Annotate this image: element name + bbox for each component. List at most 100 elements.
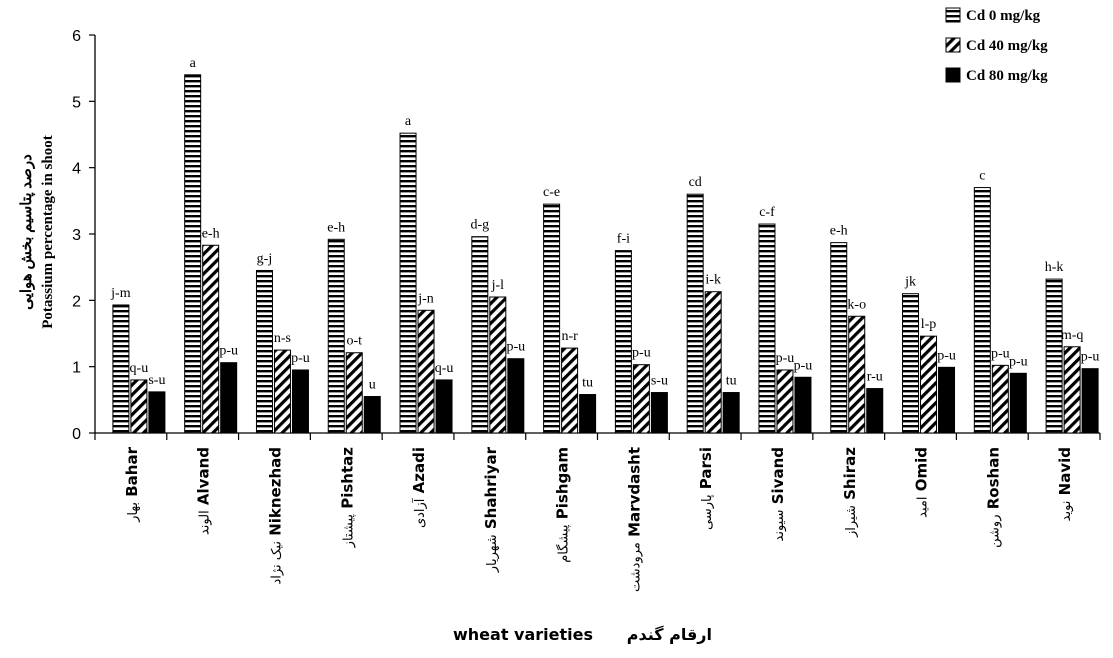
bar-significance-label: o-t [346,334,362,349]
bar-niknezhad-series-2 [273,349,291,434]
category-name-en: Shahriyar [482,446,500,529]
y-tick-label: 5 [72,94,81,111]
bar-significance-label: p-u [794,358,813,373]
bar-significance-label: p-u [291,351,310,366]
bar-bahar-series-1 [112,304,130,434]
y-axis-title-fa: درصد پتاسیم بخش هوایی [19,154,36,310]
bar-marvdasht-series-3 [650,392,668,434]
bar-parsi-series-3 [722,392,740,434]
bar-significance-label: k-o [847,297,866,312]
y-tick-label: 1 [72,360,81,377]
bar-alvand-series-3 [220,362,238,434]
x-category-label: پیشگام Pishgam [554,447,572,563]
bar-pishgam-series-1 [543,203,561,434]
bar-omid-series-1 [902,293,920,434]
bar-significance-label: j-m [110,286,131,301]
bar-significance-label: p-u [1009,354,1028,369]
bar-shahriyar-series-2 [489,296,507,434]
bar-niknezhad-series-1 [255,269,273,434]
y-tick-label: 6 [72,28,81,45]
legend-label-series-3: Cd 80 mg/kg [966,68,1048,84]
bar-pishtaz-series-1 [327,238,345,434]
x-category-label: شیراز Shiraz [841,447,859,538]
bar-alvand-series-2 [202,244,220,434]
category-name-fa: امید [916,497,931,518]
bar-significance-label: p-u [991,346,1010,361]
bar-navid-series-3 [1081,368,1099,434]
x-category-label: شهریار Shahriyar [482,446,500,573]
x-category-label: پیشتاز Pishtaz [338,447,356,549]
x-category-label: نیک نژاد Niknezhad [266,447,284,585]
y-tick-label: 0 [72,426,81,443]
bar-roshan-series-2 [991,364,1009,434]
category-name-en: Azadi [410,447,428,493]
category-name-fa: نوید [1059,501,1074,522]
bar-shiraz-series-1 [830,242,848,434]
bar-significance-label: p-u [776,351,795,366]
bar-significance-label: e-h [202,226,220,241]
bar-bahar-series-3 [148,391,166,434]
bar-significance-label: p-u [506,340,525,355]
category-name-en: Roshan [984,447,1002,509]
bar-significance-label: cd [689,175,702,190]
bar-significance-label: q-u [130,361,149,376]
x-category-label: بهار Bahar [123,446,141,522]
bar-sivand-series-3 [794,376,812,434]
bar-significance-label: d-g [470,218,489,233]
category-name-en: Bahar [123,446,141,496]
bar-significance-label: tu [582,376,593,391]
bar-significance-label: tu [726,374,737,389]
category-name-fa: الوند [198,510,213,535]
bar-navid-series-1 [1045,278,1063,434]
y-tick-label: 4 [72,161,81,178]
bar-pishtaz-series-2 [345,352,363,434]
bar-significance-label: s-u [651,374,668,389]
bar-sivand-series-2 [776,369,794,434]
bar-significance-label: c-e [543,185,560,200]
bar-significance-label: r-u [867,370,883,385]
x-axis-title: wheat varieties [453,625,593,644]
bar-navid-series-2 [1063,346,1081,434]
category-name-fa: روشن [987,515,1002,548]
category-name-fa: سیوند [772,510,787,542]
x-axis-title-fa: ارقام گندم [627,625,712,644]
bar-shahriyar-series-3 [507,358,525,434]
category-name-en: Sivand [769,447,787,504]
x-category-label: سیوند Sivand [769,447,787,541]
bar-pishgam-series-2 [561,347,579,434]
category-name-en: Marvdasht [625,447,643,537]
y-tick-label: 3 [72,227,81,244]
category-name-en: Pishtaz [338,447,356,509]
bar-significance-label: g-j [257,251,273,266]
category-name-fa: شیراز [844,505,859,538]
bar-significance-label: h-k [1045,260,1064,275]
bar-sivand-series-1 [758,223,776,434]
category-name-fa: پیشتاز [341,514,356,549]
bar-significance-label: e-h [327,220,345,235]
bar-significance-label: p-u [1081,350,1100,365]
bar-roshan-series-1 [973,187,991,434]
bar-significance-label: j-l [491,278,505,293]
x-category-label: امید Omid [913,447,931,518]
bar-significance-label: f-i [617,232,630,247]
bar-significance-label: m-q [1061,328,1084,343]
x-category-label: آزادی Azadi [410,447,428,528]
category-name-fa: پیشگام [556,524,572,563]
bar-significance-label: p-u [937,348,956,363]
bar-significance-label: a [405,114,412,129]
bar-niknezhad-series-3 [291,369,309,434]
bar-bahar-series-2 [130,379,148,434]
bar-pishtaz-series-3 [363,396,381,434]
bar-significance-label: p-u [219,344,238,359]
bar-significance-label: l-p [921,317,937,332]
bar-azadi-series-1 [399,132,417,434]
legend-swatch-series-3 [945,67,961,83]
category-name-en: Niknezhad [266,447,284,536]
bar-omid-series-3 [938,366,956,434]
y-axis-title: Potassium percentage in shoot [40,135,56,328]
bar-roshan-series-3 [1009,372,1027,434]
bar-significance-label: j-n [417,291,434,306]
bar-significance-label: a [190,56,197,71]
x-category-label: الوند Alvand [195,447,213,535]
bar-azadi-series-3 [435,379,453,434]
